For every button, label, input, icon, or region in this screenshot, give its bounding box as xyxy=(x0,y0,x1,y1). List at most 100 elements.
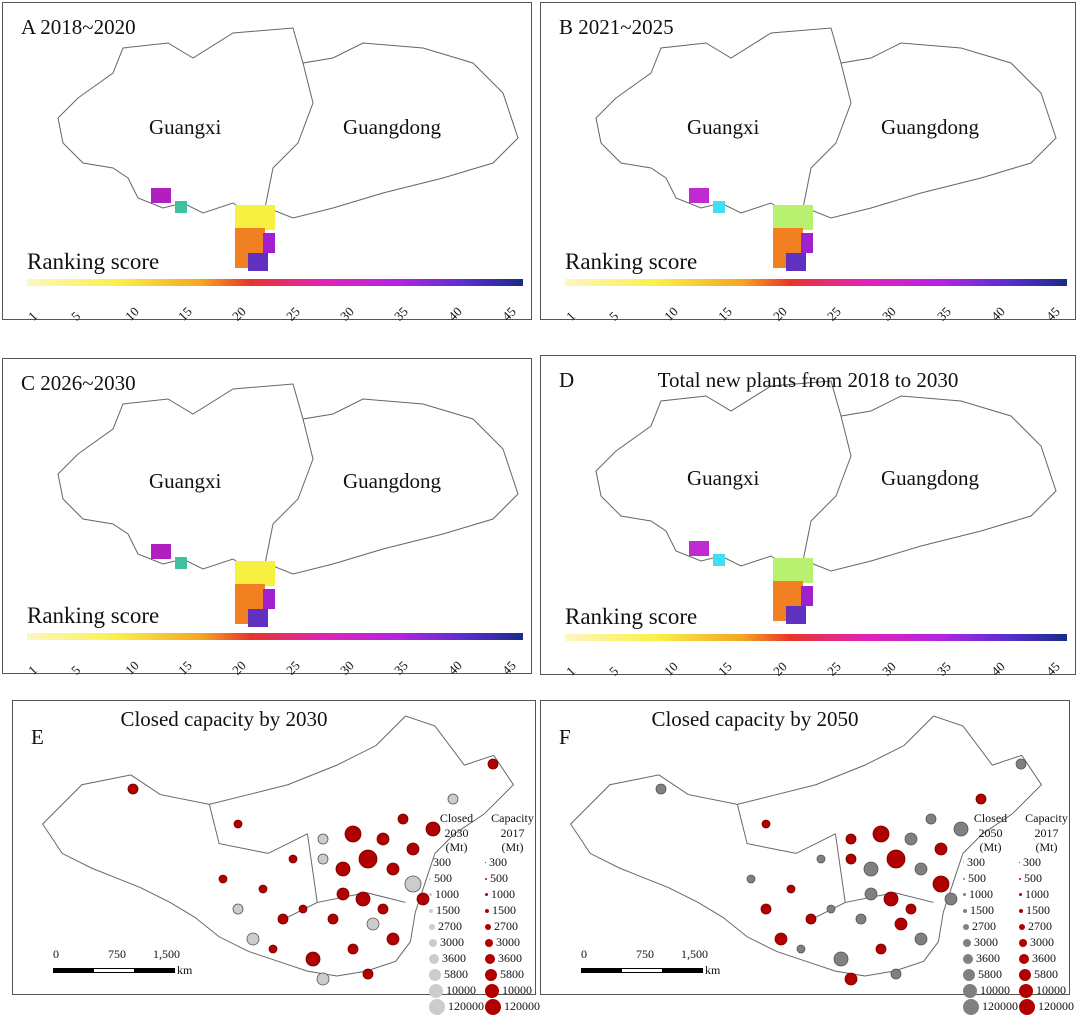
plant-bubble xyxy=(786,884,796,894)
legend-value: 1500 xyxy=(970,903,994,918)
colorbar-ticks: 1 5 10 15 20 25 30 35 40 45 xyxy=(563,299,1067,324)
legend-item: 5800 xyxy=(429,967,484,983)
legend-value: 300 xyxy=(1023,855,1041,870)
colorbar-tick: 1 xyxy=(24,662,40,678)
legend-item: 5800 xyxy=(963,967,1018,983)
plant-bubble xyxy=(975,793,987,805)
plant-bubble xyxy=(914,932,928,946)
scale-max: 1,500 xyxy=(153,947,180,961)
legend-value: 500 xyxy=(968,871,986,886)
legend-bubble xyxy=(963,908,967,913)
colorbar-tick: 35 xyxy=(391,657,411,678)
colorbar-tick: 30 xyxy=(878,303,899,324)
plant-bubble xyxy=(298,904,308,914)
legend-item: 3600 xyxy=(1019,951,1074,967)
legend-value: 10000 xyxy=(502,983,532,998)
closed-legend: Closed 2030 (Mt) 300 500 1000 1500 2700 3000 3600… xyxy=(429,811,484,1015)
legend-value: 2700 xyxy=(972,919,996,934)
legend-value: 1000 xyxy=(969,887,993,902)
ranking-colorbar xyxy=(27,633,523,640)
legend-bubble xyxy=(429,862,430,863)
legend-value: 5800 xyxy=(1034,967,1058,982)
plant-bubble xyxy=(416,892,430,906)
legend-bubble xyxy=(485,953,495,964)
plant-bubble xyxy=(397,813,409,825)
plant-bubble xyxy=(316,972,330,986)
ranking-map-panel: A 2018~2020 Guangxi Guangdong Ranking sc… xyxy=(2,2,532,324)
colorbar-tick: 30 xyxy=(878,658,899,679)
legend-value: 5800 xyxy=(444,967,468,982)
legend-item: 1000 xyxy=(429,887,484,903)
plant-bubble xyxy=(268,944,278,954)
plant-bubble xyxy=(366,917,380,931)
candidate-sites xyxy=(151,188,275,271)
colorbar-label: Ranking score xyxy=(27,603,160,628)
colorbar-tick: 40 xyxy=(988,303,1008,324)
colorbar-tick: 5 xyxy=(606,663,622,679)
legend-bubble xyxy=(485,938,493,947)
scale-mid: 750 xyxy=(108,947,126,961)
china-map xyxy=(42,715,514,986)
legend-header: Capacity xyxy=(491,811,534,825)
plant-bubble xyxy=(883,891,899,907)
plant-bubble xyxy=(246,932,260,946)
colorbar-tick: 35 xyxy=(933,658,954,679)
closed-legend: Closed 2050 (Mt) 300 500 1000 1500 2700 3000 3600… xyxy=(963,811,1018,1015)
legend-bubble xyxy=(1019,983,1033,998)
plant-bubble xyxy=(358,849,378,869)
plant-bubble xyxy=(774,932,788,946)
legend-item: 500 xyxy=(1019,871,1074,887)
legend-bubble xyxy=(429,998,445,1015)
colorbar-tick: 5 xyxy=(67,662,83,678)
legend-header: 2017 xyxy=(1034,825,1059,840)
colorbar-tick: 40 xyxy=(445,657,465,678)
plant-bubble xyxy=(347,943,359,955)
plant-bubble xyxy=(855,913,867,925)
capacity-legend: Capacity 2017 (Mt) 300 500 1000 1500 2700 3000 36… xyxy=(1019,811,1074,1015)
colorbar-tick: 15 xyxy=(175,303,196,324)
plant-bubble xyxy=(218,874,228,884)
scale-zero: 0 xyxy=(53,947,59,961)
legend-item: 3000 xyxy=(429,935,484,951)
colorbar-ticks: 1 5 10 15 20 25 30 35 40 45 xyxy=(562,654,1067,679)
legend-item: 1000 xyxy=(963,887,1018,903)
plant-bubble xyxy=(386,862,400,876)
plant-bubble xyxy=(305,951,321,967)
legend-value: 2700 xyxy=(494,919,518,934)
plant-bubble xyxy=(863,861,879,877)
legend-header: (Mt) xyxy=(501,840,524,854)
colorbar-tick: 15 xyxy=(715,658,736,679)
legend-value: 3000 xyxy=(440,935,464,950)
legend-bubble xyxy=(429,968,441,981)
plant-bubble xyxy=(890,968,902,980)
legend-bubble xyxy=(963,998,979,1015)
plant-bubble xyxy=(904,832,918,846)
colorbar-tick: 30 xyxy=(337,303,358,324)
legend-item: 1500 xyxy=(485,903,540,919)
china-map xyxy=(570,715,1042,986)
panel-label: Total new plants from 2018 to 2030 xyxy=(657,368,959,392)
closed-capacity-map-panel: E Closed capacity by 2030 Closed 2030 (Mt)… xyxy=(12,700,540,1015)
legend-value: 300 xyxy=(433,855,451,870)
legend-bubble xyxy=(485,877,487,880)
colorbar-tick: 5 xyxy=(606,308,622,324)
legend-value: 1500 xyxy=(436,903,460,918)
colorbar-tick: 20 xyxy=(229,657,250,678)
legend-value: 500 xyxy=(1024,871,1042,886)
plant-bubble xyxy=(761,819,771,829)
legend-value: 5800 xyxy=(500,967,524,982)
legend-value: 2700 xyxy=(438,919,462,934)
plant-bubble xyxy=(355,891,371,907)
legend-bubble xyxy=(485,923,491,930)
legend-item: 300 xyxy=(485,855,540,871)
legend-item: 10000 xyxy=(963,983,1018,999)
plant-bubble xyxy=(327,913,339,925)
colorbar-tick: 10 xyxy=(121,657,142,678)
legend-item: 2700 xyxy=(963,919,1018,935)
legend-bubble xyxy=(429,983,443,998)
colorbar-tick: 1 xyxy=(562,663,578,679)
legend-bubble xyxy=(429,877,431,880)
colorbar-tick: 5 xyxy=(67,308,83,324)
colorbar-tick: 25 xyxy=(283,657,304,678)
legend-value: 120000 xyxy=(1038,999,1074,1014)
